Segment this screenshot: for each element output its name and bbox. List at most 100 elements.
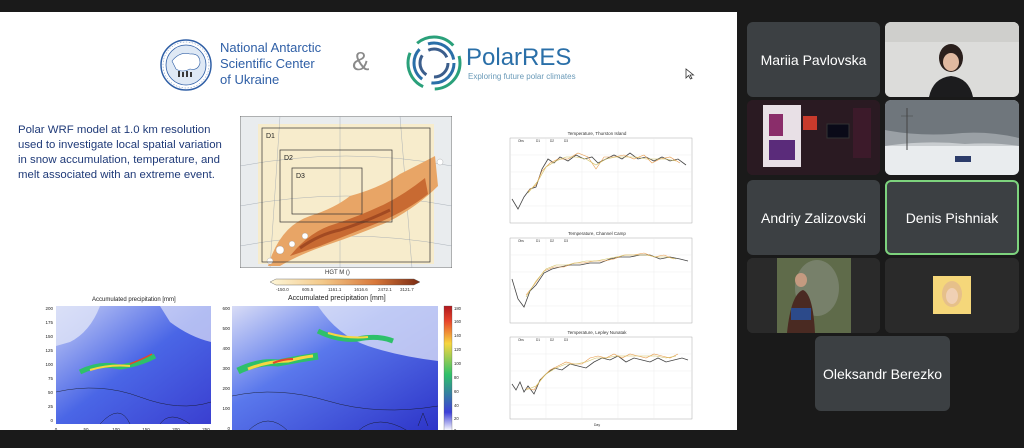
domain-label: D2 <box>284 155 293 162</box>
axis-tick: 25 <box>48 404 54 409</box>
ncu-title-line: Scientific Center <box>220 56 315 71</box>
domain-label: D1 <box>266 133 275 140</box>
participant-tile[interactable]: Mariia Pavlovska <box>747 22 880 97</box>
wrf-domain-map: D1 D2 D3 <box>240 116 452 268</box>
participant-name: Oleksandr Berezko <box>822 365 943 382</box>
axis-tick: 0 <box>55 427 58 430</box>
colorbar-tick: 120 <box>454 347 462 352</box>
participant-tile[interactable]: Andriy Zalizovski <box>747 180 880 255</box>
description-line: melt associated with an extreme event. <box>18 169 215 181</box>
legend-entry: D2 <box>550 338 554 342</box>
shared-slide: National Antarctic Scientific Center of … <box>0 12 737 430</box>
axis-tick: 175 <box>45 320 53 325</box>
chart-title: Temperature, Lepley Nunatak <box>567 330 627 335</box>
description-line: used to investigate local spatial variat… <box>18 139 222 151</box>
participant-video <box>885 258 1019 333</box>
axis-tick: 0 <box>50 418 53 423</box>
legend-entry: D2 <box>550 239 554 243</box>
colorbar-tick: 2472.1 <box>378 287 392 292</box>
colorbar-tick: 40 <box>454 403 459 408</box>
precip-map-2-title: Accumulated precipitation [mm] <box>288 295 386 302</box>
axis-tick: 200 <box>45 306 53 311</box>
description-line: in snow accumulation, temperature, and <box>18 154 220 166</box>
colorbar-tick: 20 <box>454 416 459 421</box>
colorbar-tick: 0 <box>454 428 457 430</box>
axis-tick: 125 <box>45 348 53 353</box>
colorbar-tick: 3121.7 <box>400 287 414 292</box>
precip-map-2: 600 500 400 300 200 100 0 0 200 400 600 … <box>222 305 462 430</box>
colorbar-tick: -150.0 <box>276 287 289 292</box>
temperature-chart-thurston: Temperature, Thurston Island Obs D1 D2 D… <box>509 131 693 224</box>
participant-video-tile[interactable] <box>747 100 880 175</box>
participant-video-tile[interactable] <box>747 258 880 333</box>
colorbar-tick: 100 <box>454 361 462 366</box>
participant-video <box>747 100 880 175</box>
axis-tick: 100 <box>222 406 230 411</box>
axis-tick: 100 <box>45 362 53 367</box>
chart-title: Temperature, Channel Camp <box>568 231 626 236</box>
x-axis-label: Day <box>594 423 600 427</box>
legend-entry: D1 <box>536 139 540 143</box>
axis-tick: 50 <box>48 390 54 395</box>
participant-video <box>885 22 1019 97</box>
axis-tick: 250 <box>202 427 210 430</box>
colorbar-tick: 180 <box>454 306 462 311</box>
legend-entry: D2 <box>550 139 554 143</box>
colorbar-tick: 1161.1 <box>328 287 342 292</box>
axis-tick: 100 <box>112 427 120 430</box>
precip-map-1: 200 175 150 125 100 75 50 25 0 0 50 100 … <box>45 306 212 430</box>
temperature-chart-lepley-nunatak: Temperature, Lepley Nunatak Obs D1 D2 D3… <box>509 330 693 427</box>
legend-entry: Obs <box>518 239 524 243</box>
colorbar-tick: 140 <box>454 333 462 338</box>
ncu-logo-icon <box>160 39 212 91</box>
ncu-title-line: National Antarctic <box>220 40 322 55</box>
axis-tick: 150 <box>142 427 150 430</box>
mouse-cursor-icon <box>685 68 695 80</box>
ncu-title: National Antarctic Scientific Center of … <box>220 40 360 88</box>
participant-tile-active-speaker[interactable]: Denis Pishniak <box>885 180 1019 255</box>
participant-video-tile[interactable] <box>885 258 1019 333</box>
participant-video-tile[interactable] <box>885 22 1019 97</box>
participant-tile[interactable]: Oleksandr Berezko <box>815 336 950 411</box>
axis-tick: 50 <box>83 427 89 430</box>
colorbar-title: HGT M () <box>325 270 350 276</box>
elevation-colorbar: -150.0 605.5 1161.1 1616.6 2472.1 3121.7 <box>270 278 420 292</box>
polarres-name: PolarRES <box>466 44 572 71</box>
ampersand: & <box>352 46 370 76</box>
axis-tick: 75 <box>48 376 54 381</box>
description-line: Polar WRF model at 1.0 km resolution <box>18 124 211 136</box>
legend-entry: D3 <box>564 139 568 143</box>
axis-tick: 200 <box>222 386 230 391</box>
ncu-title-line: of Ukraine <box>220 72 280 87</box>
colorbar-tick: 160 <box>454 319 462 324</box>
chart-title: Temperature, Thurston Island <box>568 131 627 136</box>
participant-name: Mariia Pavlovska <box>760 51 867 68</box>
axis-tick: 500 <box>222 326 230 331</box>
polarres-logo-icon <box>406 35 462 91</box>
legend-entry: D1 <box>536 338 540 342</box>
participant-name: Denis Pishniak <box>905 209 999 226</box>
legend-entry: D3 <box>564 338 568 342</box>
polarres-tagline: Exploring future polar climates <box>468 72 576 81</box>
legend-entry: Obs <box>518 139 524 143</box>
slide-description: Polar WRF model at 1.0 km resolution use… <box>18 123 233 183</box>
colorbar-tick: 80 <box>454 375 459 380</box>
axis-tick: 300 <box>222 366 230 371</box>
participant-video <box>885 100 1019 175</box>
legend-entry: Obs <box>518 338 524 342</box>
axis-tick: 150 <box>45 334 53 339</box>
participant-video <box>747 258 880 333</box>
participant-video-tile[interactable] <box>885 100 1019 175</box>
legend-entry: D1 <box>536 239 540 243</box>
colorbar-tick: 1616.6 <box>354 287 368 292</box>
axis-tick: 0 <box>227 426 230 430</box>
domain-label: D3 <box>296 173 305 180</box>
axis-tick: 600 <box>222 306 230 311</box>
legend-entry: D3 <box>564 239 568 243</box>
colorbar-tick: 60 <box>454 389 459 394</box>
temperature-chart-channel-camp: Temperature, Channel Camp Obs D1 D2 D3 <box>509 231 693 324</box>
axis-tick: 200 <box>172 427 180 430</box>
axis-tick: 400 <box>222 346 230 351</box>
colorbar-tick: 605.5 <box>302 287 314 292</box>
participant-name: Andriy Zalizovski <box>760 209 867 226</box>
